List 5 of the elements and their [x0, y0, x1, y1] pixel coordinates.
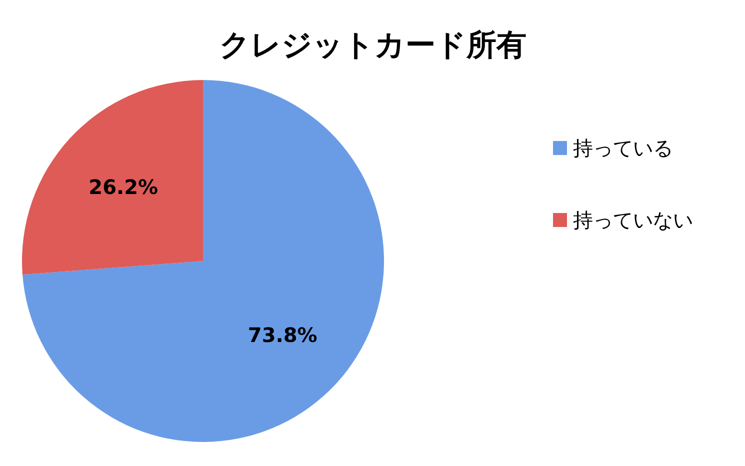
- data-label: 26.2%: [88, 175, 158, 200]
- legend-label: 持っていない: [573, 208, 693, 232]
- data-label: 73.8%: [248, 322, 318, 347]
- legend-label: 持っている: [573, 136, 673, 160]
- chart-title: クレジットカード所有: [220, 28, 526, 63]
